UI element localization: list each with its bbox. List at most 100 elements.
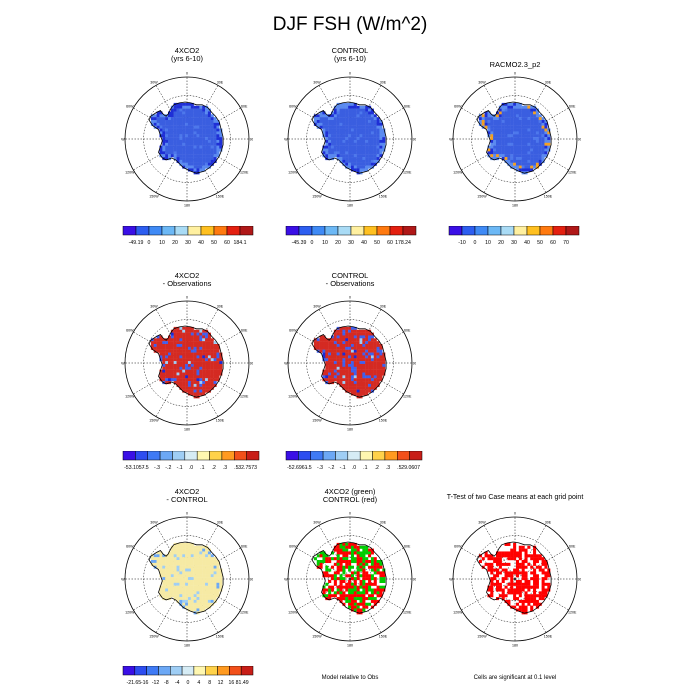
longitude-label: 60E <box>569 545 576 549</box>
longitude-label: 120E <box>240 171 249 175</box>
colorbar-tick-label: 10 <box>322 240 328 246</box>
longitude-label: 120W <box>288 611 298 615</box>
colorbar-tick-label: -.3 <box>317 465 323 471</box>
panel-title-line: - Observations <box>325 278 375 288</box>
coastline <box>476 101 552 174</box>
colorbar-swatch <box>234 451 247 461</box>
colorbar-tick-label: 20 <box>335 240 341 246</box>
panel-title-line: 4XCO2 <box>174 46 200 55</box>
colorbar-tick-label: 20 <box>498 240 504 246</box>
colorbar-swatch <box>500 226 515 236</box>
colorbar-swatch <box>350 226 365 236</box>
map-boundary <box>452 76 578 202</box>
colorbar-swatch <box>209 451 223 461</box>
longitude-label: 90W <box>284 362 288 366</box>
panel-title-line: - Observations <box>162 278 212 288</box>
colorbar-swatch <box>347 451 361 461</box>
longitude-label: 120E <box>403 395 412 399</box>
map-boundary <box>287 76 413 202</box>
longitude-label: 60W <box>289 545 297 549</box>
longitude-label: 180 <box>184 428 190 432</box>
longitude-label: 90W <box>284 138 288 142</box>
colorbar-tick-label: -49.19 <box>129 240 144 246</box>
map-boundary <box>452 516 578 642</box>
colorbar-tick-label: 20 <box>172 240 178 246</box>
panel-title-line: - CONTROL <box>166 494 208 504</box>
map-4xco2-minus-control: 0 30E 60E 90E 120E 150E 180 150W 120W 90W 60W 30W <box>121 512 253 648</box>
colorbar-4xco2-minus-control: -21.65 -16 -12 -8 -4 0 4 8 12 16 81.49 <box>122 666 254 686</box>
figure-title: DJF FSH (W/m^2) <box>272 14 428 35</box>
colorbar-swatch <box>487 226 502 236</box>
longitude-label: 60E <box>569 105 576 109</box>
colorbar-swatch <box>285 451 299 461</box>
longitude-label: 120E <box>568 171 577 175</box>
colorbar-tick-label: 50 <box>374 240 380 246</box>
footer-significance: Cells are significant at 0.1 level <box>473 675 557 681</box>
colorbar-tick-label: -53.1057 <box>124 465 145 471</box>
panel-title-line: CONTROL <box>331 271 369 280</box>
longitude-label: 180 <box>512 644 518 648</box>
colorbar-swatch <box>122 226 137 236</box>
longitude-label: 30W <box>313 520 321 524</box>
longitude-label: 60W <box>126 329 134 333</box>
colorbar-tick-label: 50 <box>211 240 217 246</box>
panel-title-line: (yrs 6-10) <box>333 53 367 63</box>
longitude-label: 0 <box>514 512 516 516</box>
longitude-label: 120W <box>125 611 135 615</box>
longitude-label: 90W <box>121 578 125 582</box>
longitude-label: 0 <box>349 72 351 76</box>
colorbar-swatch <box>147 451 161 461</box>
longitude-label: 30E <box>380 304 387 308</box>
colorbar-tick-label: -.2 <box>328 465 334 471</box>
colorbar-swatch <box>397 451 410 461</box>
longitude-label: 0 <box>514 72 516 76</box>
colorbar-tick-label: 60 <box>224 240 230 246</box>
colorbar-control-minus-obs: -52.6961-.5 -.3 -.2 -.1 .0 .1 .2 .3 .5 29.0607 <box>285 451 423 471</box>
colorbar-swatch <box>240 666 254 676</box>
longitude-label: 120W <box>288 171 298 175</box>
longitude-label: 60E <box>404 545 411 549</box>
colorbar-swatch <box>217 666 230 676</box>
longitude-label: 90W <box>449 578 453 582</box>
longitude-label: 150W <box>312 195 322 199</box>
colorbar-tick-label: 29.0607 <box>401 465 420 471</box>
colorbar-swatch <box>134 666 147 676</box>
colorbar-swatch <box>461 226 476 236</box>
longitude-label: 90E <box>250 362 253 366</box>
colorbar-swatch <box>372 451 386 461</box>
colorbar-tick-label: 30 <box>185 240 191 246</box>
panel-title-control: CONTROL (yrs 6-10) <box>260 47 440 62</box>
longitude-label: 150E <box>216 419 225 423</box>
longitude-label: 30W <box>313 304 321 308</box>
colorbar-racmo: -10 0 10 20 30 40 50 60 70 <box>448 226 580 246</box>
longitude-label: 30E <box>217 80 224 84</box>
colorbar-4xco2: -49.19 0 10 20 30 40 50 60 184.1 <box>122 226 254 246</box>
colorbar-tick-label: .1 <box>200 465 204 471</box>
colorbar-tick-label: 178.24 <box>395 240 411 246</box>
longitude-label: 90W <box>284 578 288 582</box>
panel-title-line: 4XCO2 <box>174 487 200 496</box>
colorbar-swatch <box>513 226 528 236</box>
longitude-label: 90W <box>121 138 125 142</box>
colorbar-tick-label: -45.39 <box>292 240 307 246</box>
colorbar-swatch <box>359 451 373 461</box>
longitude-label: 90W <box>449 138 453 142</box>
longitude-label: 0 <box>186 296 188 300</box>
longitude-label: 120E <box>240 395 249 399</box>
colorbar-swatch <box>239 226 254 236</box>
panel-title-ttest: T-Test of two Case means at each grid po… <box>425 494 605 502</box>
map-boundary <box>124 76 250 202</box>
colorbar-swatch <box>337 226 352 236</box>
map-boundary <box>124 300 250 426</box>
longitude-label: 90E <box>413 362 416 366</box>
map-control: 0 30E 60E 90E 120E 150E 180 150W 120W 90W 60W 30W <box>284 72 416 208</box>
longitude-label: 60E <box>241 545 248 549</box>
colorbar-tick-label: 40 <box>361 240 367 246</box>
coastline <box>311 325 387 398</box>
footer-model-relative: Model relative to Obs <box>321 675 379 681</box>
colorbar-swatch <box>389 226 404 236</box>
longitude-label: 30W <box>150 304 158 308</box>
colorbar-tick-label: 40 <box>524 240 530 246</box>
colorbar-control: -45.39 0 10 20 30 40 50 60 178.24 <box>285 226 417 246</box>
colorbar-tick-label: .5 <box>397 465 401 471</box>
